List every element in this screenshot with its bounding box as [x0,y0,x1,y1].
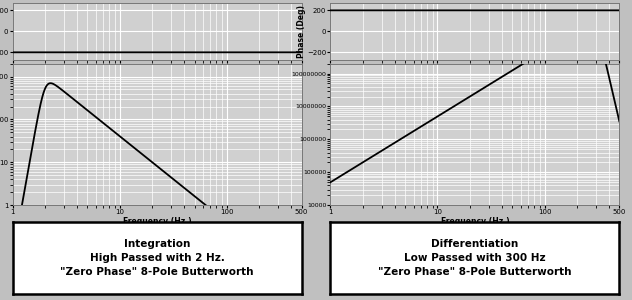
X-axis label: Frequency (Hz.): Frequency (Hz.) [123,217,191,226]
Y-axis label: Phase (Deg): Phase (Deg) [296,5,306,58]
Text: Integration
High Passed with 2 Hz.
"Zero Phase" 8-Pole Butterworth: Integration High Passed with 2 Hz. "Zero… [60,239,254,277]
Text: Differentiation
Low Passed with 300 Hz
"Zero Phase" 8-Pole Butterworth: Differentiation Low Passed with 300 Hz "… [378,239,572,277]
X-axis label: Frequency (Hz.): Frequency (Hz.) [441,217,509,226]
